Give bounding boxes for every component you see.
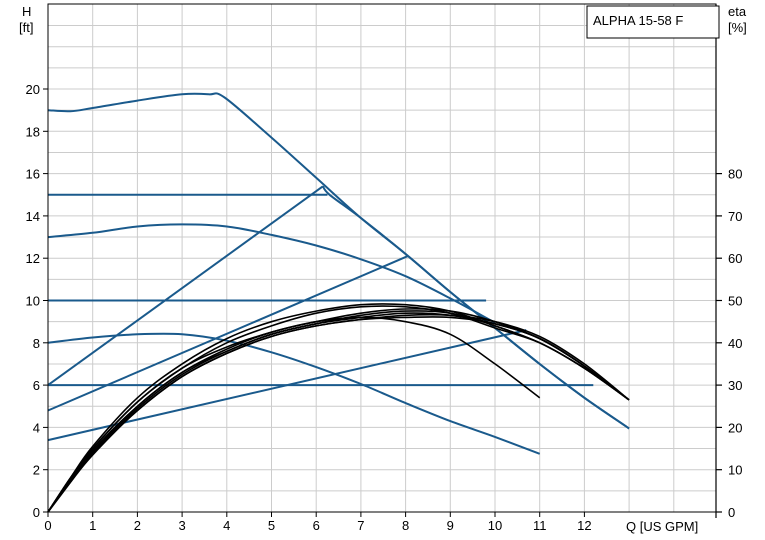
head-curve <box>47 185 324 386</box>
efficiency-curve <box>47 303 630 513</box>
x-tick-label: 7 <box>357 518 364 533</box>
x-tick-label: 5 <box>268 518 275 533</box>
grid-lines <box>48 4 716 512</box>
y-right-tick-label: 40 <box>728 336 742 351</box>
y-right-tick-label: 10 <box>728 463 742 478</box>
y-right-tick-label: 80 <box>728 167 742 182</box>
x-tick-label: 6 <box>313 518 320 533</box>
head-curve <box>47 332 541 455</box>
y-right-tick-label: 0 <box>728 505 735 520</box>
x-tick-label: 3 <box>178 518 185 533</box>
x-tick-label: 0 <box>44 518 51 533</box>
x-tick-label: 9 <box>447 518 454 533</box>
efficiency-curve <box>47 308 630 513</box>
chart-title: ALPHA 15-58 F <box>593 13 683 28</box>
x-tick-label: 2 <box>134 518 141 533</box>
x-tick-label: 10 <box>488 518 502 533</box>
y-left-label-symbol: H <box>22 4 31 19</box>
head-curve <box>47 223 496 324</box>
y-right-tick-label: 20 <box>728 420 742 435</box>
efficiency-curve <box>47 316 541 513</box>
y-right-axis-ticks: 0 10 20 30 40 50 60 70 80 <box>716 167 742 520</box>
x-tick-label: 4 <box>223 518 230 533</box>
y-left-tick-label: 2 <box>33 463 40 478</box>
y-right-tick-label: 60 <box>728 251 742 266</box>
efficiency-curve <box>47 316 630 513</box>
x-tick-label: 1 <box>89 518 96 533</box>
y-right-tick-label: 70 <box>728 209 742 224</box>
y-left-tick-label: 12 <box>26 251 40 266</box>
y-right-tick-label: 30 <box>728 378 742 393</box>
y-left-tick-label: 6 <box>33 378 40 393</box>
head-curve <box>322 185 630 430</box>
head-curves <box>47 92 630 455</box>
y-left-axis-ticks: 0 2 4 6 8 10 12 14 16 18 20 <box>26 82 48 520</box>
y-left-tick-label: 8 <box>33 336 40 351</box>
y-left-tick-label: 0 <box>33 505 40 520</box>
y-left-tick-label: 18 <box>26 124 40 139</box>
x-axis-label: Q [US GPM] <box>626 519 698 534</box>
x-axis-ticks: 0 1 2 3 4 5 6 7 8 9 10 11 12 <box>44 512 592 533</box>
y-left-label-unit: [ft] <box>19 20 33 35</box>
title-box <box>586 5 720 39</box>
y-right-label-unit: [%] <box>728 20 747 35</box>
y-right-label-symbol: eta <box>728 4 747 19</box>
head-curve <box>47 329 527 442</box>
y-left-tick-label: 14 <box>26 209 40 224</box>
x-tick-label: 11 <box>533 518 547 533</box>
x-tick-label: 12 <box>577 518 591 533</box>
y-left-tick-label: 10 <box>26 294 40 309</box>
y-right-tick-label: 50 <box>728 294 742 309</box>
y-left-tick-label: 4 <box>33 420 40 435</box>
head-curve <box>47 92 630 430</box>
x-tick-label: 8 <box>402 518 409 533</box>
head-curve <box>47 255 409 412</box>
y-left-tick-label: 20 <box>26 82 40 97</box>
y-left-tick-label: 16 <box>26 167 40 182</box>
efficiency-curves <box>47 303 630 513</box>
